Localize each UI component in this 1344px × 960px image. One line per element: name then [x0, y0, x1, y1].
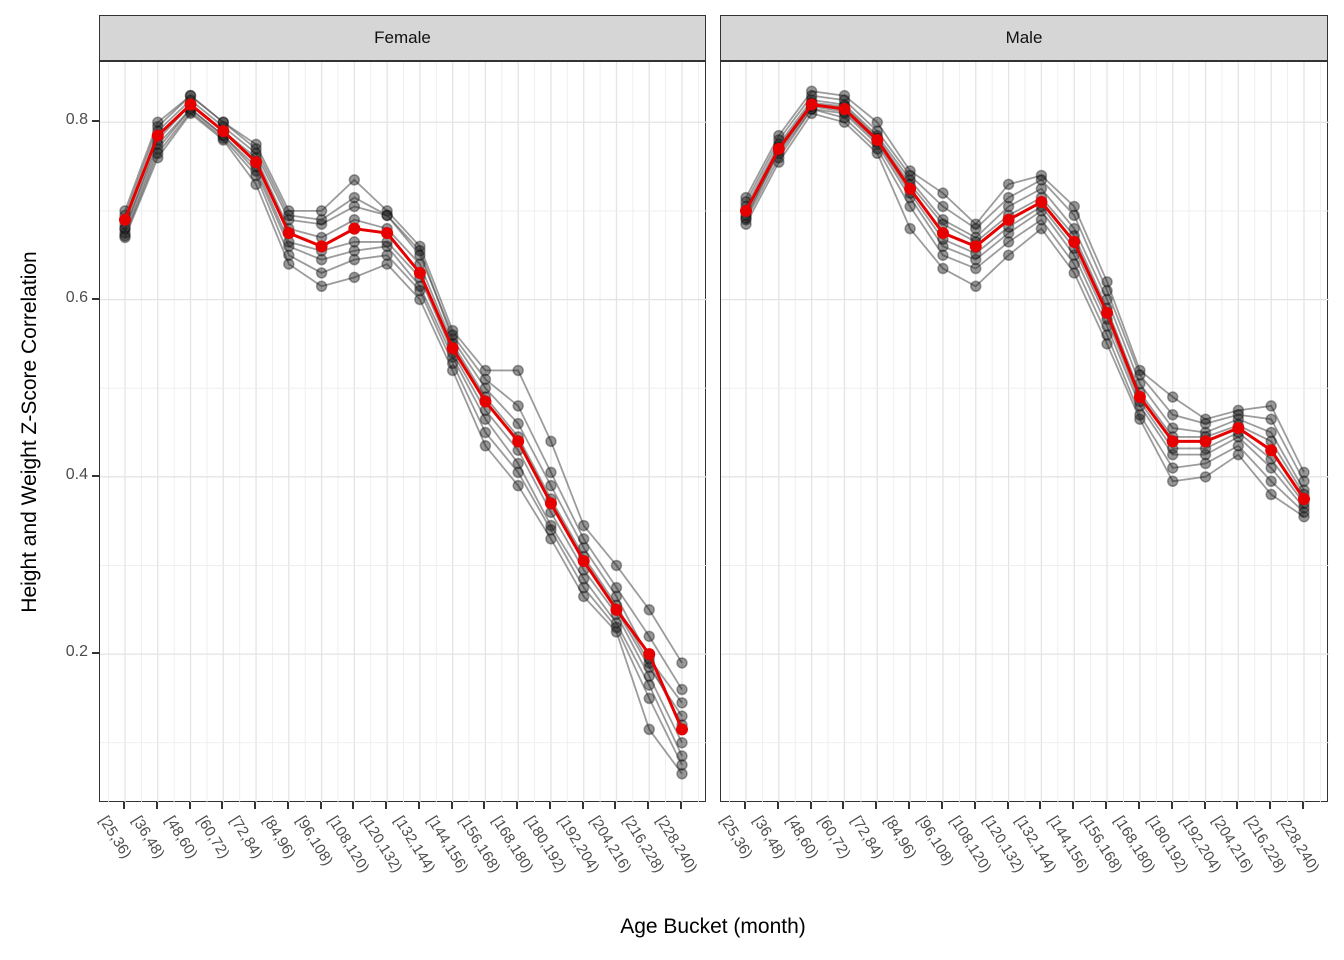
- x-tick-mark: [385, 802, 388, 809]
- x-tick-mark: [809, 802, 812, 809]
- male-chart-svg: [721, 62, 1329, 803]
- y-tick-label: 0.2: [65, 643, 88, 661]
- x-tick-mark: [1072, 802, 1075, 809]
- y-tick-mark: [92, 652, 99, 655]
- x-tick-mark: [1137, 802, 1140, 809]
- x-tick-mark: [352, 802, 355, 809]
- x-tick-mark: [319, 802, 322, 809]
- x-tick-label: [36,48): [749, 813, 789, 862]
- x-tick-mark: [875, 802, 878, 809]
- gridlines: [100, 62, 707, 803]
- y-axis-title: Height and Weight Z-Score Correlation: [18, 251, 41, 613]
- x-tick-mark: [417, 802, 420, 809]
- x-tick-mark: [842, 802, 845, 809]
- x-tick-mark: [450, 802, 453, 809]
- x-tick-mark: [1039, 802, 1042, 809]
- female-panel: [99, 61, 707, 803]
- x-tick-label: [84,96): [259, 813, 299, 862]
- individual-series: [119, 89, 688, 780]
- mean-series: [740, 98, 1310, 505]
- y-tick-label: 0.6: [65, 288, 88, 306]
- x-tick-mark: [973, 802, 976, 809]
- facet-strip-female: Female: [99, 15, 706, 61]
- facet-label-male: Male: [1005, 28, 1043, 47]
- x-tick-mark: [776, 802, 779, 809]
- x-tick-mark: [1203, 802, 1206, 809]
- x-tick-mark: [614, 802, 617, 809]
- facet-strip-male: Male: [720, 15, 1328, 61]
- y-tick-mark: [92, 474, 99, 477]
- x-tick-mark: [1269, 802, 1272, 809]
- x-tick-mark: [548, 802, 551, 809]
- x-tick-mark: [123, 802, 125, 809]
- male-panel: [720, 61, 1329, 803]
- x-tick-mark: [581, 802, 584, 809]
- x-tick-mark: [647, 802, 650, 809]
- y-tick-label: 0.4: [65, 465, 88, 483]
- mean-series: [119, 98, 688, 736]
- x-tick-mark: [908, 802, 911, 809]
- x-tick-mark: [155, 802, 158, 809]
- x-axis-title: Age Bucket (month): [620, 915, 806, 938]
- x-tick-mark: [744, 802, 746, 809]
- x-tick-label: [36,48): [128, 813, 168, 862]
- x-tick-mark: [1236, 802, 1239, 809]
- female-chart-svg: [100, 62, 707, 803]
- y-tick-label: 0.8: [65, 111, 88, 129]
- y-tick-mark: [92, 297, 99, 300]
- x-tick-mark: [1170, 802, 1173, 809]
- x-tick-mark: [483, 802, 486, 809]
- x-tick-mark: [254, 802, 257, 809]
- x-tick-mark: [940, 802, 943, 809]
- facet-label-female: Female: [374, 28, 431, 47]
- x-tick-mark: [1105, 802, 1108, 809]
- x-tick-mark: [188, 802, 191, 809]
- y-tick-mark: [92, 120, 99, 123]
- x-tick-mark: [1006, 802, 1009, 809]
- x-tick-mark: [516, 802, 519, 809]
- x-tick-mark: [1302, 802, 1304, 809]
- x-tick-mark: [221, 802, 224, 809]
- x-tick-mark: [286, 802, 289, 809]
- x-tick-mark: [680, 802, 682, 809]
